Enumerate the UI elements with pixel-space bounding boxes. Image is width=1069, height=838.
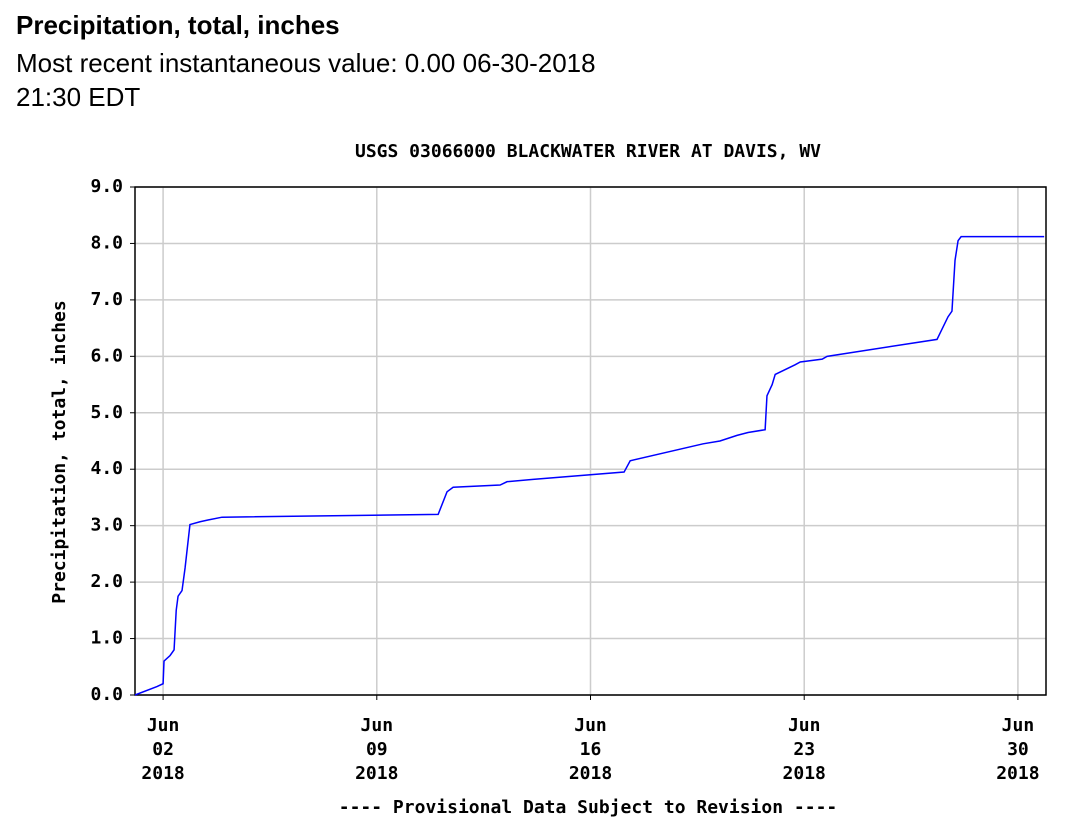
x-tick-label: Jun 23 2018 (782, 715, 826, 784)
footnote: ---- Provisional Data Subject to Revisio… (339, 797, 838, 818)
x-tick-label: Jun 30 2018 (996, 715, 1040, 784)
plot-border (134, 186, 1047, 696)
y-tick-label: 9.0 (90, 176, 123, 197)
y-tick-label: 1.0 (90, 628, 123, 649)
x-tick-label: Jun 09 2018 (355, 715, 399, 784)
y-tick-label: 4.0 (90, 458, 123, 479)
y-tick-label: 5.0 (90, 402, 123, 423)
data-line (134, 235, 1045, 696)
y-tick-label: 2.0 (90, 571, 123, 592)
y-tick-label: 3.0 (90, 515, 123, 536)
y-axis-label: Precipitation, total, inches (49, 300, 70, 603)
chart-title: USGS 03066000 BLACKWATER RIVER AT DAVIS,… (355, 141, 821, 162)
y-tick-label: 0.0 (90, 684, 123, 705)
y-tick-label: 8.0 (90, 232, 123, 253)
y-tick-label: 7.0 (90, 289, 123, 310)
x-tick-label: Jun 16 2018 (568, 715, 613, 784)
page-title: Precipitation, total, inches (16, 10, 340, 40)
page-subtitle: Most recent instantaneous value: 0.00 06… (16, 48, 618, 112)
x-tick-label: Jun 02 2018 (141, 715, 185, 784)
y-tick-label: 6.0 (90, 345, 123, 366)
